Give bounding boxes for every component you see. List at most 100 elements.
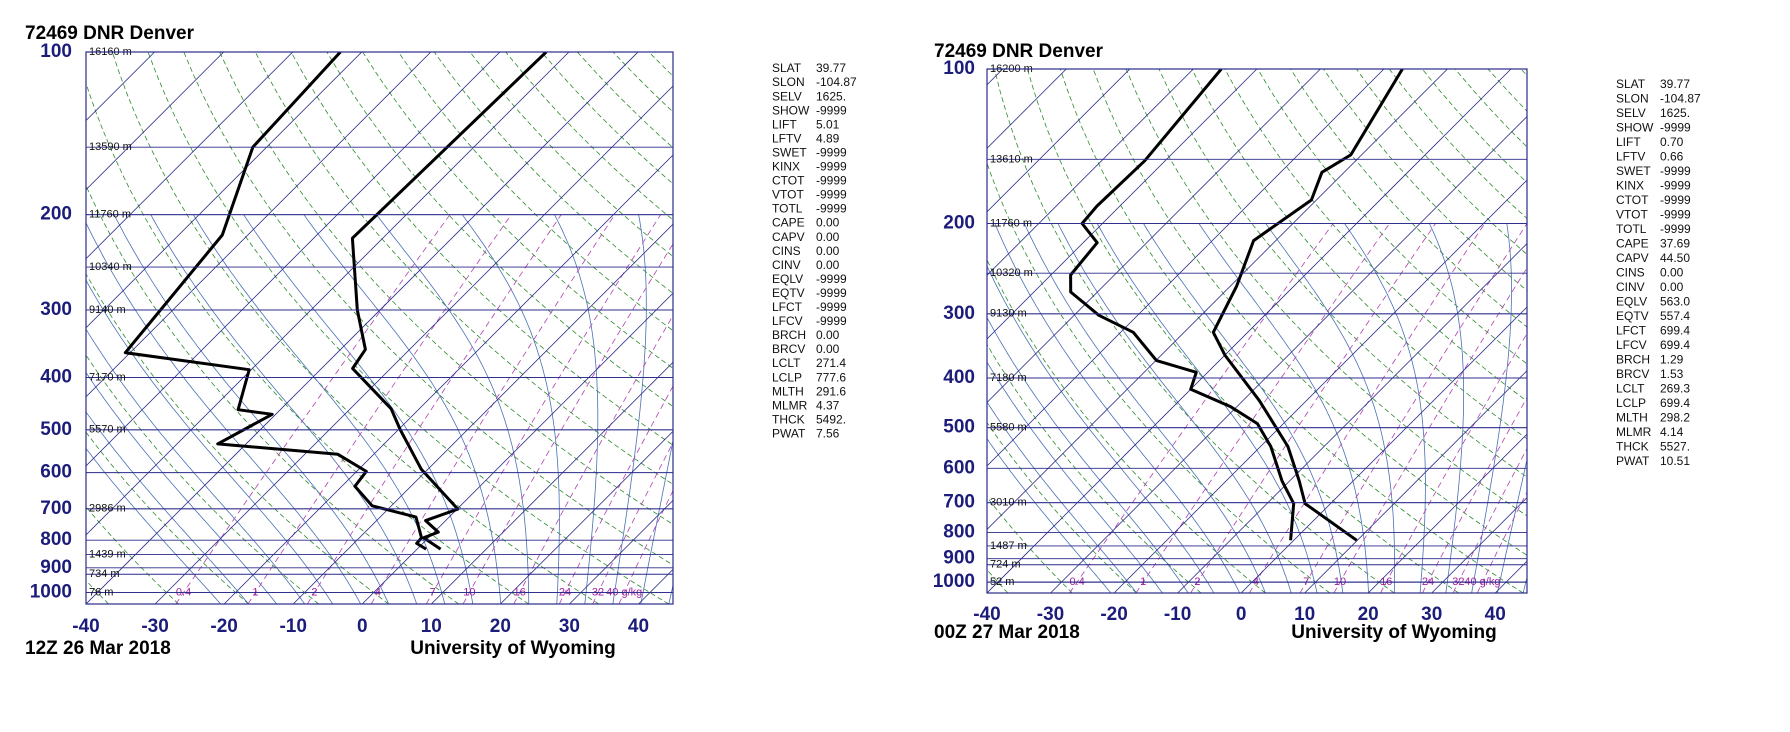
moist-adiabat	[1198, 223, 1369, 593]
y-tick-label: 800	[943, 521, 975, 542]
mixing-ratio-line	[306, 214, 562, 604]
index-value: 1625.	[1660, 106, 1690, 120]
index-value: 0.70	[1660, 135, 1684, 149]
moist-adiabat	[1057, 223, 1292, 593]
dry-adiabat	[987, 162, 1331, 593]
moist-adiabat	[461, 214, 560, 604]
dry-adiabat	[86, 184, 459, 604]
index-name: EQLV	[772, 272, 803, 286]
plot-frame	[85, 51, 674, 605]
isotherm	[987, 69, 1512, 593]
index-value: 699.4	[1660, 338, 1690, 352]
dry-adiabat	[1125, 69, 1527, 517]
y-tick-label: 200	[943, 212, 975, 233]
index-value: 4.14	[1660, 425, 1684, 439]
index-name: LCLP	[1616, 396, 1646, 410]
x-tick-label: 0	[357, 616, 368, 637]
index-value: 0.00	[816, 258, 840, 272]
x-tick-label: 0	[1236, 604, 1247, 625]
moist-adiabat	[193, 214, 446, 604]
index-name: CTOT	[1616, 193, 1649, 207]
y-tick-label: 300	[40, 299, 72, 320]
index-name: SLON	[772, 75, 805, 89]
index-value: -9999	[816, 160, 847, 174]
index-value: 699.4	[1660, 324, 1690, 338]
index-value: 563.0	[1660, 295, 1690, 309]
chart-title: 72469 DNR Denver	[25, 23, 195, 44]
index-value: 699.4	[1660, 396, 1690, 410]
x-tick-label: -40	[973, 604, 1000, 625]
isotherm	[431, 361, 673, 604]
height-label: 11760 m	[990, 217, 1032, 229]
index-name: LCLT	[1616, 382, 1645, 396]
index-value: -104.87	[816, 75, 857, 89]
height-label: 9140 m	[89, 304, 126, 316]
index-value: 0.00	[1660, 280, 1684, 294]
dry-adiabat	[1290, 69, 1527, 328]
moist-adiabat	[1023, 223, 1266, 593]
y-tick-label: 300	[943, 303, 975, 324]
dry-adiabat	[219, 52, 673, 525]
moist-adiabat	[376, 214, 530, 604]
data-source: University of Wyoming	[410, 638, 616, 659]
index-value: 4.37	[816, 398, 840, 412]
x-tick-label: -20	[210, 616, 237, 637]
dry-adiabat	[987, 496, 1073, 593]
y-tick-label: 1000	[30, 582, 72, 603]
y-tick-label: 400	[40, 366, 72, 387]
x-tick-label: -10	[279, 616, 306, 637]
index-value: -9999	[816, 202, 847, 216]
moist-adiabat	[86, 447, 221, 604]
mixing-ratio-line	[425, 214, 661, 604]
dry-adiabat	[86, 81, 530, 604]
index-name: SHOW	[1616, 121, 1654, 135]
moist-adiabat	[1096, 223, 1318, 593]
index-name: CAPV	[1616, 251, 1649, 265]
dry-adiabat	[987, 421, 1137, 593]
moist-adiabat	[86, 411, 249, 604]
isotherm	[154, 85, 673, 604]
mixing-ratio-line	[1248, 223, 1486, 593]
mixing-ratio-line	[462, 243, 673, 604]
index-name: LIFT	[772, 117, 797, 131]
dry-adiabat	[1059, 69, 1524, 593]
index-value: 557.4	[1660, 309, 1690, 323]
height-label: 10320 m	[990, 267, 1033, 279]
isotherm	[1431, 497, 1527, 593]
dry-adiabat	[147, 52, 670, 604]
dry-adiabat	[1092, 69, 1527, 556]
mixing-ratio-line	[370, 214, 616, 604]
index-value: -9999	[816, 174, 847, 188]
index-value: 44.50	[1660, 251, 1690, 265]
y-tick-label: 100	[943, 58, 975, 79]
index-value: 4.89	[816, 131, 840, 145]
isotherm	[987, 69, 1321, 403]
index-value: 0.00	[816, 230, 840, 244]
mixing-ratio-line	[1422, 396, 1527, 593]
moist-adiabat	[243, 214, 474, 604]
isotherm	[987, 69, 1131, 213]
isotherm	[86, 52, 501, 467]
index-value: -9999	[816, 272, 847, 286]
isotherm	[86, 52, 570, 536]
index-name: LFCV	[1616, 338, 1647, 352]
x-tick-label: 30	[1421, 604, 1442, 625]
index-name: CAPV	[772, 230, 805, 244]
index-name: CINV	[1616, 280, 1645, 294]
height-label: 3010 m	[990, 497, 1027, 509]
index-value: 0.00	[816, 244, 840, 258]
moist-adiabat	[987, 361, 1163, 593]
plot-frame	[986, 68, 1528, 594]
height-label: 52 m	[990, 576, 1014, 588]
isotherm	[86, 52, 224, 191]
index-name: MLMR	[1616, 425, 1652, 439]
x-tick-label: -30	[1037, 604, 1064, 625]
height-label: 7170 m	[89, 371, 126, 383]
dry-adiabat	[86, 431, 249, 604]
index-value: 5.01	[816, 117, 840, 131]
moist-adiabat	[554, 214, 599, 604]
index-name: VTOT	[772, 188, 804, 202]
isotherm	[1113, 179, 1527, 593]
isotherm	[1050, 115, 1527, 593]
index-name: EQLV	[1616, 295, 1647, 309]
